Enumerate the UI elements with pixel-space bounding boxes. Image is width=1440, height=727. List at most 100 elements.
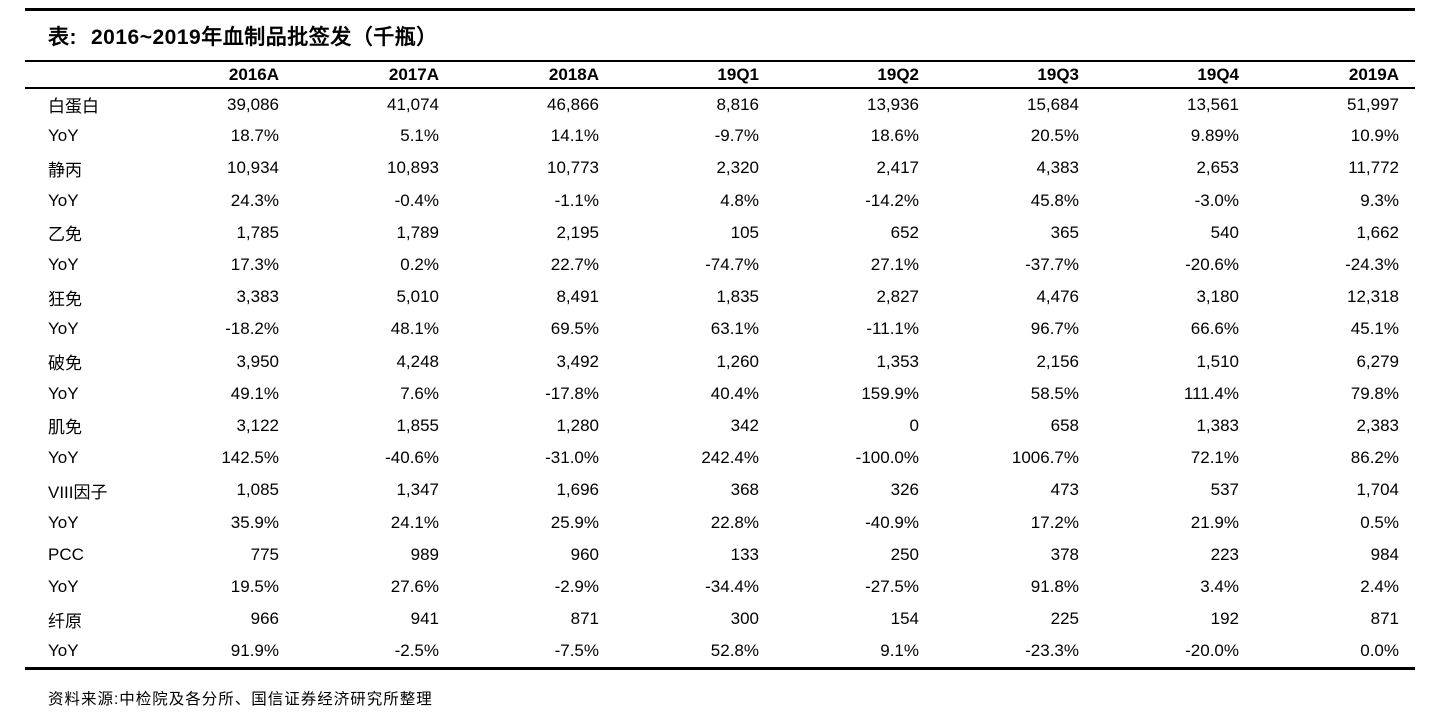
- cell-value: -34.4%: [705, 576, 759, 596]
- cell-value: 91.9%: [230, 641, 279, 661]
- table-title-text: 2016~2019年血制品批签发（千瓶）: [91, 25, 438, 49]
- cell-value: 2,417: [876, 158, 919, 178]
- cell-value: 133: [730, 544, 759, 564]
- cell-value: 46,866: [547, 94, 599, 114]
- cell-value: 9.89%: [1190, 126, 1239, 146]
- header-row: 2016A 2017A 2018A 19Q1 19Q2 19Q3 19Q4 2019A: [25, 62, 1415, 89]
- column-header: 19Q3: [935, 62, 1095, 89]
- cell-value: 48.1%: [390, 319, 439, 339]
- cell-value: -2.9%: [554, 576, 599, 596]
- cell-value: 1,085: [236, 480, 279, 500]
- cell-value: 79.8%: [1350, 383, 1399, 403]
- cell-value: 11,772: [1348, 158, 1399, 178]
- cell-value: 1,510: [1196, 351, 1239, 371]
- cell-value: 4,248: [396, 351, 439, 371]
- cell-value: 20.5%: [1030, 126, 1079, 146]
- cell-value: 365: [1050, 222, 1079, 242]
- cell-value: 1,383: [1196, 415, 1239, 435]
- cell-value: 72.1%: [1190, 448, 1239, 468]
- table-row: YoY 91.9% -2.5% -7.5% 52.8% 9.1% -23.3% -20.0% 0…: [25, 635, 1415, 667]
- cell-value: 3,122: [236, 415, 279, 435]
- cell-value: 984: [1370, 544, 1399, 564]
- cell-value: 3,383: [236, 287, 279, 307]
- data-table: 2016A 2017A 2018A 19Q1 19Q2 19Q3 19Q4 2019A 白蛋白…: [25, 62, 1415, 667]
- cell-value: 2,653: [1196, 158, 1239, 178]
- cell-value: 2,195: [556, 222, 599, 242]
- cell-value: 0: [909, 415, 919, 435]
- cell-value: 2.4%: [1360, 576, 1399, 596]
- row-label: YoY: [48, 576, 79, 596]
- row-label: 狂免: [48, 289, 82, 309]
- cell-value: -14.2%: [865, 190, 919, 210]
- cell-value: 225: [1050, 609, 1079, 629]
- cell-value: 3,492: [556, 351, 599, 371]
- cell-value: -11.1%: [866, 319, 919, 339]
- cell-value: 223: [1210, 544, 1239, 564]
- table-row: PCC 775 989 960 133 250 378 223 984: [25, 539, 1415, 571]
- table-row: YoY 142.5% -40.6% -31.0% 242.4% -100.0% 1006.7…: [25, 442, 1415, 474]
- cell-value: 10,893: [387, 158, 439, 178]
- cell-value: 45.1%: [1350, 319, 1399, 339]
- cell-value: -18.2%: [225, 319, 279, 339]
- row-label: 肌免: [48, 418, 82, 438]
- cell-value: 18.7%: [230, 126, 279, 146]
- cell-value: 473: [1050, 480, 1079, 500]
- cell-value: 27.1%: [870, 255, 919, 275]
- column-header: 2017A: [295, 62, 455, 89]
- cell-value: 10,934: [227, 158, 279, 178]
- cell-value: 1,785: [236, 222, 279, 242]
- table-row: YoY 17.3% 0.2% 22.7% -74.7% 27.1% -37.7% -20.6%…: [25, 249, 1415, 281]
- cell-value: 368: [730, 480, 759, 500]
- cell-value: 4.8%: [720, 190, 759, 210]
- cell-value: 41,074: [387, 94, 439, 114]
- cell-value: 69.5%: [550, 319, 599, 339]
- cell-value: 1,855: [396, 415, 439, 435]
- cell-value: 0.2%: [400, 255, 439, 275]
- cell-value: 105: [730, 222, 759, 242]
- cell-value: -3.0%: [1194, 190, 1239, 210]
- cell-value: 3.4%: [1200, 576, 1239, 596]
- row-label: YoY: [48, 319, 79, 339]
- cell-value: -9.7%: [714, 126, 759, 146]
- column-header: 19Q1: [615, 62, 775, 89]
- cell-value: -27.5%: [865, 576, 919, 596]
- cell-value: 14.1%: [550, 126, 599, 146]
- cell-value: -2.5%: [394, 641, 439, 661]
- cell-value: 12,318: [1347, 287, 1399, 307]
- column-header: 2018A: [455, 62, 615, 89]
- cell-value: 154: [890, 609, 919, 629]
- table-row: 白蛋白 39,086 41,074 46,866 8,816 13,936 15,684 13…: [25, 88, 1415, 120]
- cell-value: 22.8%: [710, 512, 759, 532]
- row-label: YoY: [48, 512, 79, 532]
- cell-value: 941: [410, 609, 439, 629]
- cell-value: 17.2%: [1030, 512, 1079, 532]
- cell-value: 91.8%: [1030, 576, 1079, 596]
- cell-value: 9.1%: [880, 641, 919, 661]
- cell-value: 40.4%: [710, 383, 759, 403]
- row-label-header: [25, 62, 135, 89]
- cell-value: -37.7%: [1025, 255, 1079, 275]
- cell-value: 540: [1210, 222, 1239, 242]
- cell-value: 871: [570, 609, 599, 629]
- table-row: 破免 3,950 4,248 3,492 1,260 1,353 2,156 1,510 6,2…: [25, 346, 1415, 378]
- cell-value: 1,260: [716, 351, 759, 371]
- cell-value: 0.5%: [1360, 512, 1399, 532]
- cell-value: -0.4%: [394, 190, 439, 210]
- cell-value: 45.8%: [1030, 190, 1079, 210]
- cell-value: 159.9%: [861, 383, 919, 403]
- cell-value: 2,827: [876, 287, 919, 307]
- row-label: 乙免: [48, 225, 82, 245]
- cell-value: 86.2%: [1350, 448, 1399, 468]
- cell-value: -7.5%: [554, 641, 599, 661]
- table-row: 乙免 1,785 1,789 2,195 105 652 365 540 1,662: [25, 217, 1415, 249]
- cell-value: 3,950: [236, 351, 279, 371]
- table-header: 2016A 2017A 2018A 19Q1 19Q2 19Q3 19Q4 2019A: [25, 62, 1415, 89]
- cell-value: 66.6%: [1190, 319, 1239, 339]
- row-label: 纤原: [48, 611, 82, 631]
- cell-value: 250: [890, 544, 919, 564]
- cell-value: 342: [730, 415, 759, 435]
- table-row: YoY 18.7% 5.1% 14.1% -9.7% 18.6% 20.5% 9.89% 10.…: [25, 120, 1415, 152]
- cell-value: 1,704: [1356, 480, 1399, 500]
- cell-value: 4,383: [1036, 158, 1079, 178]
- row-label: YoY: [48, 190, 79, 210]
